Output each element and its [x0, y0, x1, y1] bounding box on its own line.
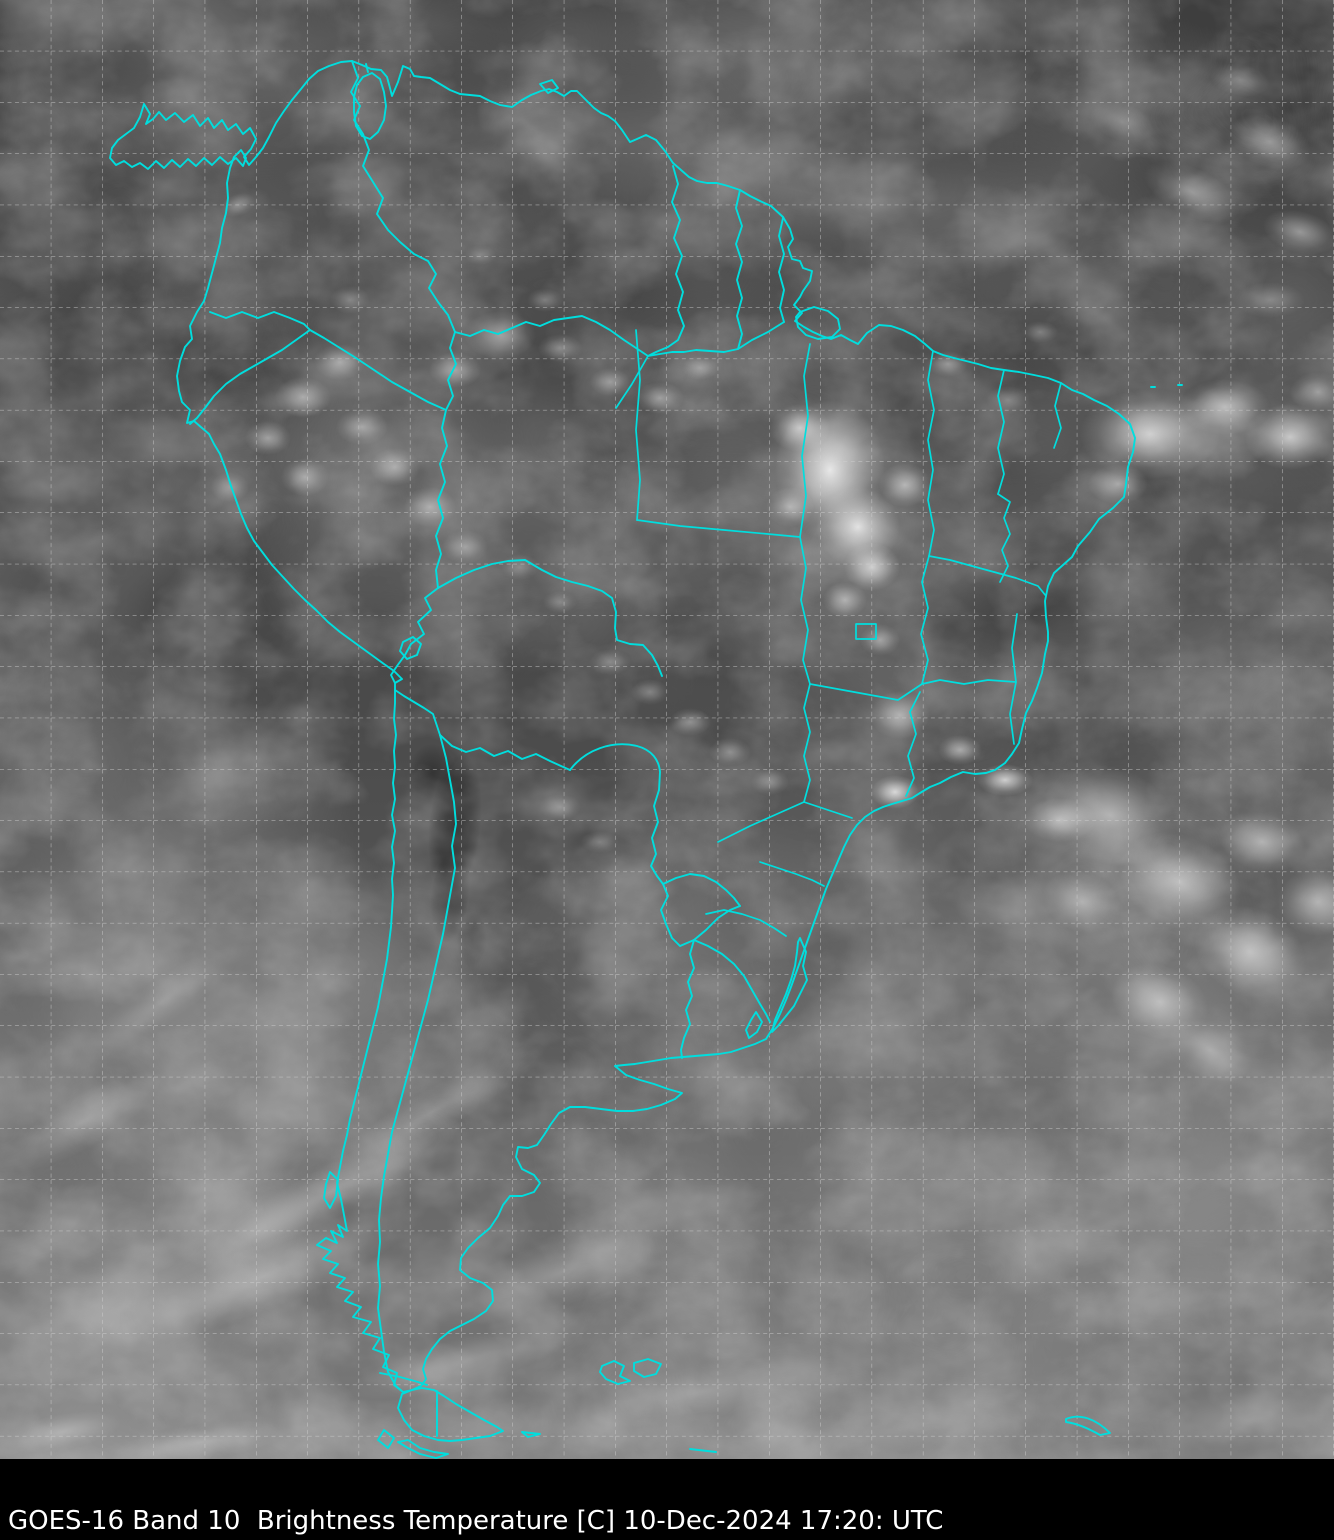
- state-border-para-tocantins: [799, 343, 811, 538]
- lagoa-dos-patos: [771, 937, 808, 1033]
- border-colombia-venezuela: [350, 60, 456, 333]
- state-border-matogrosso-goias: [799, 536, 811, 685]
- state-border-amazonas-para: [635, 329, 641, 521]
- cape-horn-islets: [377, 1429, 541, 1459]
- lake-titicaca: [399, 636, 422, 660]
- state-border-roraima: [615, 355, 649, 409]
- border-chile-argentina: [377, 734, 457, 1393]
- state-border-maranhao-piaui: [927, 350, 935, 557]
- isla-de-los-estados: [689, 1448, 717, 1453]
- border-colombia-ecuador: [209, 311, 311, 331]
- state-border-pernambuco: [997, 493, 1011, 583]
- border-peru-brazil: [435, 409, 448, 589]
- graticule-grid: [0, 0, 1334, 1459]
- border-venezuela-brazil: [454, 315, 649, 357]
- state-border-bahia-west: [920, 555, 930, 685]
- border-bolivia-argentina: [439, 734, 571, 771]
- border-bolivia-brazil: [437, 559, 663, 677]
- state-border-para-matogrosso: [636, 519, 801, 538]
- lagoa-mirim: [745, 1011, 763, 1039]
- state-border-piaui-ceara: [997, 369, 1005, 495]
- tierra-del-fuego: [397, 1387, 504, 1442]
- state-border-parana-santacatarina: [759, 861, 825, 887]
- fernando-de-noronha-dots: [1150, 384, 1183, 388]
- border-chile-bolivia: [394, 689, 441, 736]
- magellan-channel: [379, 1372, 428, 1386]
- lake-maracaibo: [353, 63, 387, 140]
- chiloe-island: [323, 1171, 339, 1209]
- falkland-east: [633, 1358, 662, 1378]
- border-bolivia-paraguay: [569, 743, 661, 791]
- islands: [323, 79, 1183, 1459]
- border-venezuela-guyana: [647, 165, 685, 357]
- country-borders: [109, 60, 1136, 1393]
- south-america-coastline: [109, 60, 1136, 1393]
- state-border-ms-saopaulo: [803, 683, 811, 803]
- trinidad: [539, 79, 559, 94]
- border-paraguay-argentina: [650, 789, 695, 947]
- state-border-saopaulo-parana: [717, 801, 805, 843]
- falkland-west: [599, 1360, 631, 1385]
- marajo-island: [795, 306, 841, 340]
- state-border-minas-saopaulo: [905, 691, 921, 797]
- border-colombia-brazil: [445, 331, 457, 411]
- satellite-map: [0, 0, 1334, 1459]
- state-border-goias-minas: [809, 683, 923, 701]
- south-georgia: [1065, 1415, 1111, 1436]
- distrito-federal-square: [855, 623, 877, 640]
- border-argentina-brazil: [693, 905, 741, 941]
- state-border-bahia-north: [928, 555, 1047, 597]
- border-argentina-uruguay: [680, 939, 695, 1059]
- border-uruguay-brazil: [693, 939, 771, 1023]
- caption-text: GOES-16 Band 10 Brightness Temperature […: [8, 1506, 944, 1537]
- state-border-saopaulo-coast: [803, 801, 853, 819]
- state-border-santacatarina-rs: [705, 909, 787, 937]
- state-border-bahia-minas: [921, 679, 1017, 685]
- border-paraguay-brazil: [662, 873, 741, 907]
- state-border-ceara-rn: [1053, 382, 1062, 449]
- caption-bar: GOES-16 Band 10 Brightness Temperature […: [0, 1459, 1334, 1540]
- state-borders: [615, 329, 1062, 937]
- border-colombia-peru: [309, 329, 447, 411]
- border-guyana-suriname: [735, 189, 743, 350]
- border-ecuador-peru: [189, 329, 311, 425]
- border-peru-bolivia: [390, 587, 439, 684]
- state-border-minas-espiritosanto: [1009, 613, 1018, 745]
- border-guianas-brazil: [647, 321, 785, 357]
- border-suriname-frenchguiana: [778, 217, 785, 323]
